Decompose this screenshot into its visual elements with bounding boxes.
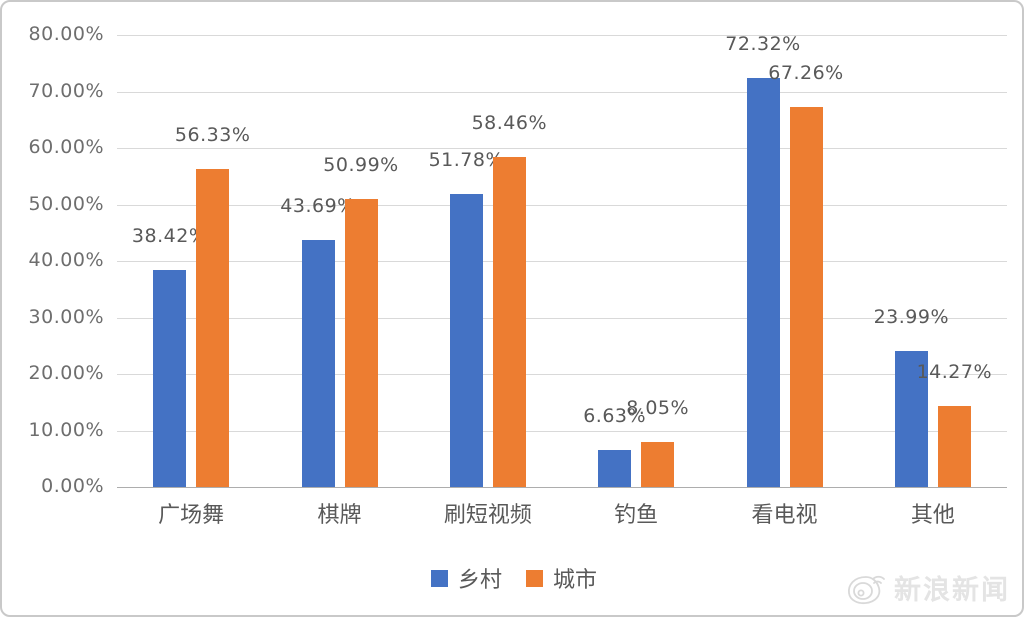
gridline (117, 148, 1007, 149)
y-axis-tick-label: 80.00% (28, 23, 104, 45)
y-axis-tick-label: 20.00% (28, 362, 104, 384)
data-label-urban-5: 14.27% (916, 361, 993, 384)
category-label-1: 棋牌 (317, 503, 362, 528)
legend-swatch-urban (526, 569, 543, 587)
legend-label-urban: 城市 (553, 568, 598, 593)
data-label-rural-1: 43.69% (280, 195, 356, 218)
bar-rural-5 (894, 351, 928, 487)
gridline (117, 261, 1007, 262)
bar-urban-3 (641, 441, 675, 487)
bar-rural-1 (301, 240, 335, 487)
y-axis-tick-label: 70.00% (28, 79, 104, 102)
category-label-2: 刷短视频 (443, 503, 532, 528)
bar-rural-3 (598, 449, 632, 487)
bar-urban-1 (344, 198, 378, 487)
gridline (117, 430, 1007, 432)
gridline (117, 91, 1007, 93)
category-label-0: 广场舞 (158, 503, 225, 528)
bar-rural-2 (449, 194, 483, 487)
legend-swatch-rural (430, 569, 448, 587)
bar-urban-2 (492, 156, 526, 487)
gridline (117, 374, 1007, 375)
x-axis-line (117, 487, 1007, 488)
bar-rural-0 (153, 269, 187, 487)
data-label-urban-0: 56.33% (174, 123, 251, 146)
sina-weibo-eye-icon (848, 575, 885, 604)
y-axis-tick-label: 10.00% (28, 418, 104, 441)
legend-label-rural: 乡村 (457, 568, 502, 593)
data-label-urban-3: 8.05% (626, 396, 690, 419)
category-label-4: 看电视 (751, 503, 818, 528)
y-axis-tick-label: 0.00% (41, 475, 104, 497)
data-label-rural-2: 51.78% (428, 149, 505, 172)
y-axis-tick-label: 30.00% (28, 305, 104, 328)
bar-urban-0 (196, 168, 230, 487)
category-label-5: 其他 (910, 503, 955, 528)
y-axis-tick-label: 60.00% (28, 136, 104, 158)
gridline (117, 317, 1007, 319)
bar-urban-5 (937, 406, 971, 487)
watermark: 新浪新闻 (846, 568, 1010, 607)
data-label-rural-4: 72.32% (725, 33, 801, 56)
bar-rural-4 (746, 78, 780, 487)
gridline (117, 204, 1007, 206)
data-label-urban-4: 67.26% (768, 61, 844, 84)
data-label-rural-3: 6.63% (583, 404, 647, 427)
data-label-rural-5: 23.99% (873, 306, 950, 329)
y-axis-tick-label: 40.00% (28, 249, 104, 271)
data-label-rural-0: 38.42% (131, 224, 208, 247)
data-label-urban-2: 58.46% (471, 111, 548, 134)
chart-legend: 乡村 城市 (2, 562, 1022, 594)
watermark-text: 新浪新闻 (894, 575, 1010, 606)
y-axis-tick-label: 50.00% (28, 192, 104, 215)
data-label-urban-1: 50.99% (323, 153, 399, 176)
gridline (117, 35, 1007, 36)
category-label-3: 钓鱼 (614, 503, 659, 528)
bar-urban-4 (789, 106, 823, 487)
